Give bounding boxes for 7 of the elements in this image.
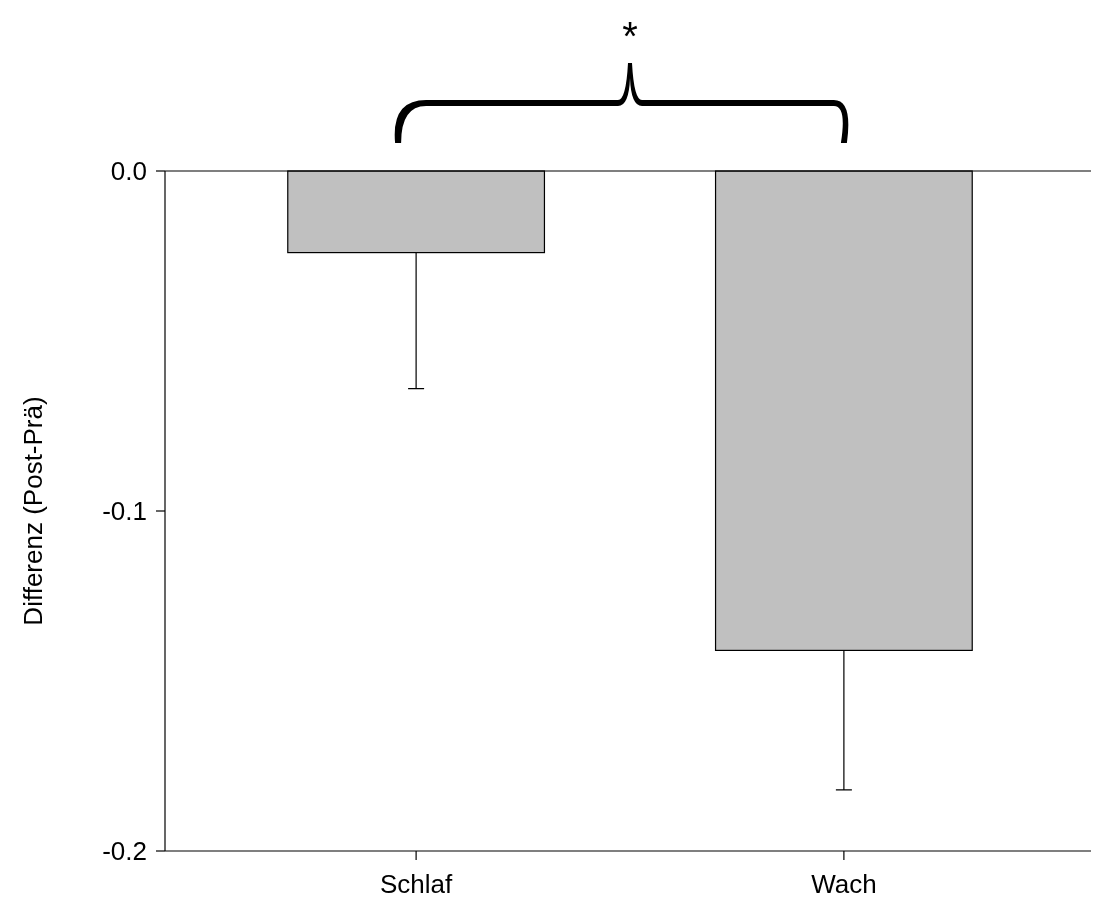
text: * bbox=[622, 14, 638, 58]
x-tick-label: Wach bbox=[811, 869, 877, 899]
y-tick-label: 0.0 bbox=[110, 156, 147, 187]
x-tick-label: Schlaf bbox=[379, 869, 454, 899]
y-axis-title: Differenz (Post-Prä) bbox=[18, 396, 48, 626]
y-tick-label: -0.1 bbox=[102, 496, 147, 527]
y-tick-label: -0.2 bbox=[102, 836, 147, 867]
